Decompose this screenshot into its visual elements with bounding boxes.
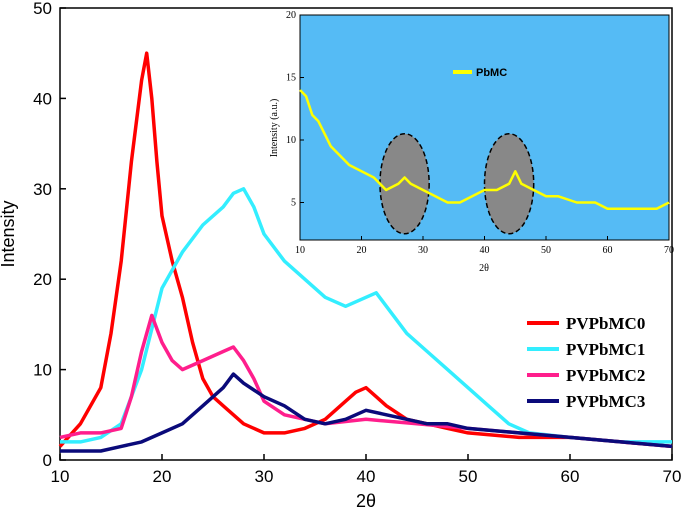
x-tick-label: 20	[153, 467, 172, 486]
x-tick-label: 30	[255, 467, 274, 486]
inset-highlight-ellipse	[379, 133, 430, 235]
inset-series-group	[299, 89, 670, 211]
y-tick-label: 30	[33, 180, 52, 199]
legend-label-pvpbmc2: PVPbMC2	[566, 366, 645, 385]
series-line-pvpbmc3	[60, 372, 673, 453]
series-line-pvpbmc1	[60, 187, 672, 444]
inset-legend: PbMC	[453, 67, 507, 79]
y-tick-label: 10	[33, 361, 52, 380]
legend-label-pvpbmc0: PVPbMC0	[566, 314, 645, 333]
y-tick-label: 50	[33, 0, 52, 18]
inset-x-tick-label: 40	[480, 245, 490, 256]
inset-y-tick-label: 10	[286, 135, 296, 146]
inset-axes: 10 20 30 40 50 60 70 5 10 15 20	[286, 10, 674, 256]
y-tick-label: 20	[33, 270, 52, 289]
inset-x-tick-label: 50	[541, 245, 551, 256]
x-tick-label: 40	[357, 467, 376, 486]
y-tick-label: 0	[43, 451, 52, 470]
y-tick-label: 40	[33, 89, 52, 108]
inset-x-tick-label: 70	[664, 245, 674, 256]
x-tick-label: 60	[561, 467, 580, 486]
inset-legend-label-pbmc: PbMC	[476, 67, 507, 79]
inset-x-tick-label: 10	[295, 245, 305, 256]
main-series-group	[58, 51, 673, 453]
main-legend: PVPbMC0 PVPbMC1 PVPbMC2 PVPbMC3	[527, 314, 645, 411]
inset-y-tick-label: 20	[286, 10, 296, 21]
inset-y-tick-label: 5	[291, 198, 296, 209]
inset-x-tick-label: 30	[418, 245, 428, 256]
legend-label-pvpbmc3: PVPbMC3	[566, 392, 645, 411]
main-x-axis-label: 2θ	[356, 491, 376, 511]
x-tick-label: 70	[663, 467, 682, 486]
legend-label-pvpbmc1: PVPbMC1	[566, 340, 645, 359]
x-tick-label: 50	[459, 467, 478, 486]
inset-x-tick-label: 20	[357, 245, 367, 256]
inset-series-line-pbmc	[299, 89, 670, 211]
inset-x-tick-label: 60	[603, 245, 613, 256]
inset-y-tick-label: 15	[286, 73, 296, 84]
inset-x-axis-label: 2θ	[479, 263, 489, 274]
inset-plot-area	[299, 14, 670, 241]
inset-y-axis-label: Intensity (a.u.)	[269, 99, 280, 158]
x-tick-label: 10	[51, 467, 70, 486]
main-y-axis-label: Intensity	[0, 200, 18, 267]
